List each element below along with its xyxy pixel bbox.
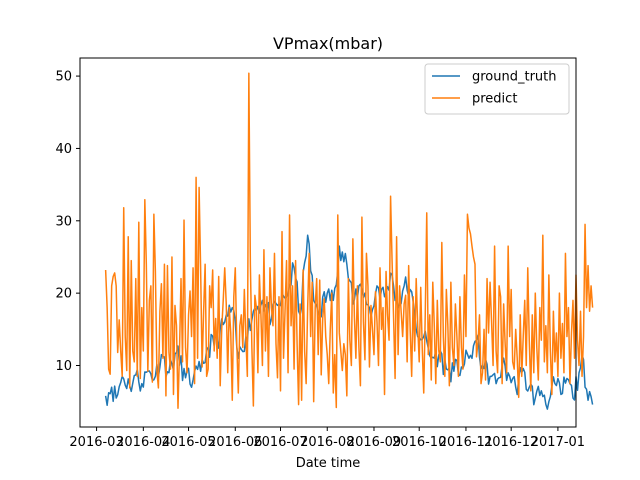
y-tick-label: 40 bbox=[55, 142, 72, 157]
chart-title: VPmax(mbar) bbox=[273, 34, 383, 53]
legend: ground_truth predict bbox=[424, 63, 570, 115]
legend-label-predict: predict bbox=[472, 92, 517, 107]
x-tick-label: 2016-06 bbox=[208, 435, 262, 450]
y-tick-label: 30 bbox=[55, 214, 72, 229]
x-tick-label: 2016-08 bbox=[300, 435, 354, 450]
y-tick-label: 50 bbox=[55, 70, 72, 85]
axes-frame bbox=[79, 57, 577, 428]
x-tick-label: 2016-11 bbox=[439, 435, 493, 450]
x-tick-label: 2017-01 bbox=[531, 435, 585, 450]
x-tick-label: 2016-12 bbox=[484, 435, 538, 450]
x-axis-title: Date time bbox=[296, 456, 361, 471]
legend-box bbox=[424, 63, 570, 115]
y-axis: 10 20 30 40 50 bbox=[55, 70, 80, 374]
series-layer bbox=[104, 72, 594, 410]
x-tick-label: 2016-09 bbox=[347, 435, 401, 450]
series-line-predict bbox=[104, 72, 594, 409]
x-tick-label: 2016-03 bbox=[69, 435, 123, 450]
x-tick-label: 2016-04 bbox=[116, 435, 170, 450]
x-axis: 2016-032016-042016-052016-062016-072016-… bbox=[69, 427, 585, 450]
x-tick-label: 2016-05 bbox=[161, 435, 215, 450]
x-tick-label: 2016-07 bbox=[253, 435, 307, 450]
y-tick-label: 10 bbox=[55, 359, 72, 374]
y-tick-label: 20 bbox=[55, 287, 72, 302]
x-tick-label: 2016-10 bbox=[392, 435, 446, 450]
legend-label-ground-truth: ground_truth bbox=[472, 70, 557, 85]
